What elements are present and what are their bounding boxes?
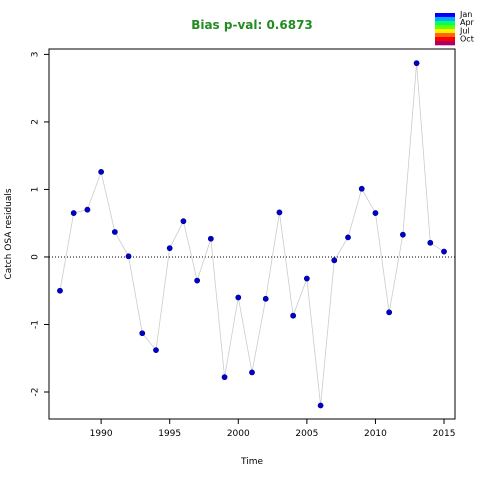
data-point	[166, 245, 173, 252]
x-axis-label: Time	[240, 457, 263, 467]
data-point	[399, 231, 406, 238]
legend-swatch	[435, 41, 455, 46]
y-tick-label: 2	[31, 119, 41, 125]
legend-swatch	[435, 29, 455, 34]
y-tick-label: 1	[31, 187, 41, 193]
data-point	[290, 312, 297, 319]
chart-title: Bias p-val: 0.6873	[191, 18, 313, 32]
data-point	[276, 209, 283, 216]
x-tick-label: 2000	[227, 429, 250, 439]
data-point	[180, 218, 187, 225]
data-point	[441, 248, 447, 255]
data-point	[70, 210, 77, 216]
legend-label: Oct	[460, 35, 474, 44]
data-point	[111, 229, 118, 235]
data-point	[221, 374, 228, 381]
data-point	[125, 253, 132, 260]
x-tick-label: 2005	[295, 429, 318, 439]
data-point	[303, 275, 310, 282]
legend-swatch	[435, 13, 455, 18]
data-point	[372, 210, 379, 216]
legend-label: Apr	[460, 18, 475, 27]
data-point	[139, 330, 146, 337]
data-point	[427, 239, 434, 246]
data-point	[386, 309, 393, 316]
data-point	[98, 168, 105, 175]
data-point	[345, 234, 351, 241]
data-point	[153, 347, 159, 354]
data-point	[249, 369, 255, 376]
legend-label: Jan	[459, 10, 472, 19]
data-point	[235, 294, 242, 301]
data-point	[413, 60, 420, 67]
data-point	[194, 277, 201, 284]
data-point	[317, 402, 324, 409]
legend-swatch	[435, 21, 455, 26]
plot-frame	[48, 48, 456, 420]
data-point	[84, 206, 91, 213]
legend-swatch	[435, 17, 455, 22]
plot-area: 1990 1995 2000 2005 2010 2015 -2 -1 0 1 2 3	[31, 48, 456, 439]
x-tick-label: 2015	[433, 429, 456, 439]
legend-swatch	[435, 33, 455, 38]
legend-swatch	[435, 25, 455, 30]
series-line	[59, 63, 445, 406]
data-point	[331, 257, 338, 264]
y-tick-label: -2	[31, 388, 41, 397]
data-point	[358, 185, 365, 192]
legend-swatch	[435, 37, 455, 42]
y-tick-label: 3	[31, 52, 41, 58]
y-tick-label: -1	[31, 320, 41, 329]
data-point	[262, 295, 269, 302]
x-tick-label: 1995	[158, 429, 181, 439]
x-tick-label: 2010	[364, 429, 387, 439]
y-axis-label: Catch OSA residuals	[4, 188, 14, 279]
y-tick-label: 0	[31, 254, 41, 260]
x-tick-label: 1990	[90, 429, 113, 439]
legend-label: Jul	[459, 26, 470, 35]
data-point	[207, 235, 214, 242]
data-point	[57, 287, 63, 294]
